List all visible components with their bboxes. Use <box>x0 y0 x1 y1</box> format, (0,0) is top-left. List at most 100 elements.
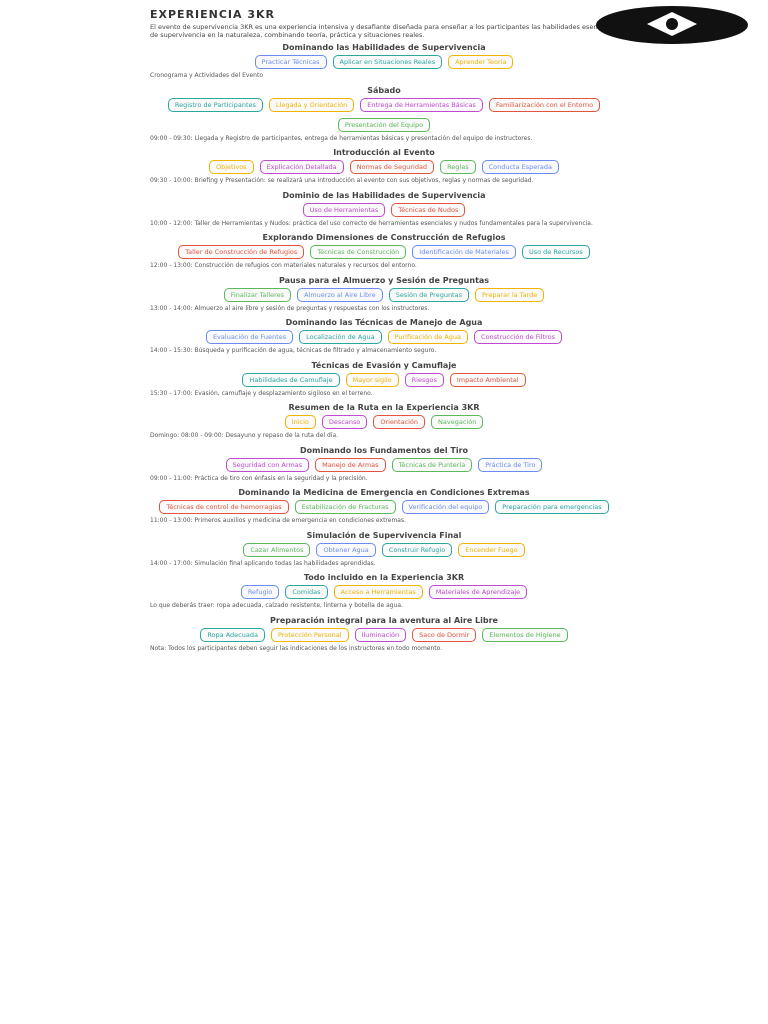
section-title: Pausa para el Almuerzo y Sesión de Pregu… <box>278 275 490 285</box>
item: Acceso a Herramientas <box>333 585 423 599</box>
item: Normas de Seguridad <box>349 160 435 174</box>
item: Obtener Agua <box>316 542 376 557</box>
item: Ropa Adecuada <box>200 627 265 642</box>
item: Técnicas de Nudos <box>391 202 466 217</box>
item: Presentación del Equipo <box>337 117 431 132</box>
section-title: Técnicas de Evasión y Camuflaje <box>311 360 457 370</box>
item: Técnicas de control de hemorragias <box>159 500 289 514</box>
section: Preparación integral para la aventura al… <box>150 616 618 653</box>
item: Preparación para emergencias <box>495 500 609 514</box>
section-text: 13:00 - 14:00: Almuerzo al aire libre y … <box>150 304 430 312</box>
section: Dominando los Fundamentos del Tiro Seguri… <box>150 446 618 483</box>
item: Estabilización de Fracturas <box>294 500 396 514</box>
section-title: Explorando Dimensiones de Construcción d… <box>262 233 506 242</box>
section-text: 10:00 - 12:00: Taller de Herramientas y … <box>150 219 593 227</box>
item: Objetivos <box>208 160 254 174</box>
section-text: 12:00 - 13:00: Construcción de refugios … <box>150 262 417 269</box>
item: Finalizar Talleres <box>223 287 292 302</box>
section: Técnicas de Evasión y Camuflaje Habilidad… <box>150 361 618 398</box>
item-row: Taller de Construcción de Refugios Técnic… <box>150 245 618 259</box>
item: Taller de Construcción de Refugios <box>178 245 305 259</box>
section-title: Resumen de la Ruta en la Experiencia 3KR <box>288 403 480 412</box>
item: Familiarización con el Entorno <box>488 97 601 112</box>
section: Simulación de Supervivencia Final Cazar A… <box>150 531 618 568</box>
item: Comidas <box>285 585 328 599</box>
section-text: 15:30 - 17:00: Evasión, camuflaje y desp… <box>150 389 373 397</box>
section-text: 09:30 - 10:00: Briefing y Presentación: … <box>150 177 534 184</box>
item: Conducta Esperada <box>481 160 560 174</box>
section-title: Dominando los Fundamentos del Tiro <box>299 445 469 455</box>
section-title: Sábado <box>367 85 401 95</box>
item: Descanso <box>321 415 368 429</box>
item: Preparar la Tarde <box>474 287 545 302</box>
title: EXPERIENCIA 3KR <box>150 8 276 21</box>
item: Encender Fuego <box>458 542 525 557</box>
item-row: Finalizar Talleres Almuerzo al Aire Libre… <box>150 287 618 302</box>
item: Llegada y Orientación <box>268 97 355 112</box>
item-row: Cazar Alimentos Obtener Agua Construir Ref… <box>150 542 618 557</box>
section-text: 09:00 - 09:30: Llegada y Registro de par… <box>150 134 533 142</box>
section: Explorando Dimensiones de Construcción d… <box>150 233 618 270</box>
item: Iluminación <box>354 627 407 642</box>
item-row: Registro de Participantes Llegada y Orien… <box>150 97 618 132</box>
item: Orientación <box>373 415 426 429</box>
section: Introducción al Evento Objetivos Explicaci… <box>150 148 618 185</box>
section: Dominando las Habilidades de Supervivenc… <box>150 43 618 80</box>
section-title: Dominando la Medicina de Emergencia en C… <box>238 488 530 497</box>
item: Identificación de Materiales <box>412 245 516 259</box>
item: Uso de Herramientas <box>302 202 386 217</box>
item-row: Uso de Herramientas Técnicas de Nudos <box>150 202 618 217</box>
item: Reglas <box>440 160 476 174</box>
item-row: Habilidades de Camuflaje Mayor sigilo Ries… <box>150 372 618 387</box>
item: Construir Refugio <box>381 542 453 557</box>
item: Practicar Técnicas <box>254 55 327 69</box>
item: Localización de Agua <box>299 330 382 344</box>
item: Aprender Teoría <box>448 55 514 69</box>
item: Almuerzo al Aire Libre <box>297 287 383 302</box>
item: Técnicas de Puntería <box>391 457 473 472</box>
item: Habilidades de Camuflaje <box>242 372 340 387</box>
section-text: Domingo: 08:00 - 09:00: Desayuno y repas… <box>150 432 339 439</box>
sections: Dominando las Habilidades de Supervivenc… <box>150 43 618 652</box>
item: Técnicas de Construcción <box>310 245 407 259</box>
item: Entrega de Herramientas Básicas <box>360 97 483 112</box>
item: Purificación de Agua <box>387 330 469 344</box>
item: Saco de Dormir <box>412 627 477 642</box>
section: Dominio de las Habilidades de Superviven… <box>150 191 618 228</box>
item-row: Técnicas de control de hemorragias Estabi… <box>150 500 618 514</box>
section: Dominando las Técnicas de Manejo de Agua… <box>150 318 618 355</box>
item: Construcción de Filtros <box>474 330 563 344</box>
item: Protección Personal <box>270 627 349 642</box>
section-title: Introducción al Evento <box>333 148 435 157</box>
item: Riesgos <box>404 372 444 387</box>
section-text: 14:00 - 17:00: Simulación final aplicand… <box>150 559 376 567</box>
section-title: Dominando las Habilidades de Supervivenc… <box>282 43 486 52</box>
section-text: Nota: Todos los participantes deben segu… <box>150 644 443 652</box>
item: Aplicar en Situaciones Reales <box>332 55 443 69</box>
item: Explicación Detallada <box>259 160 344 174</box>
item: Mayor sigilo <box>345 372 399 387</box>
logo <box>596 6 748 44</box>
section-text: 11:00 - 13:00: Primeros auxilios y medic… <box>150 517 407 524</box>
item: Uso de Recursos <box>521 245 590 259</box>
item-row: Seguridad con Armas Manejo de Armas Técnic… <box>150 457 618 472</box>
section-text: 09:00 - 11:00: Práctica de tiro con énfa… <box>150 474 368 482</box>
section-text: Lo que deberás traer: ropa adecuada, cal… <box>150 602 403 609</box>
section-text: 14:00 - 15:30: Búsqueda y purificación d… <box>150 347 437 354</box>
item: Sesión de Preguntas <box>388 287 469 302</box>
section: Resumen de la Ruta en la Experiencia 3KR… <box>150 403 618 440</box>
section-title: Dominio de las Habilidades de Superviven… <box>282 190 486 200</box>
section-text: Cronograma y Actividades del Evento <box>150 72 263 79</box>
item-row: Inicio Descanso Orientación Navegación <box>150 415 618 429</box>
item-row: Evaluación de Fuentes Localización de Agu… <box>150 330 618 344</box>
item: Cazar Alimentos <box>243 542 311 557</box>
item-row: Practicar Técnicas Aplicar en Situaciones… <box>150 55 618 69</box>
section-title: Preparación integral para la aventura al… <box>270 615 498 625</box>
item: Impacto Ambiental <box>449 372 526 387</box>
section-title: Simulación de Supervivencia Final <box>306 530 462 540</box>
item: Manejo de Armas <box>315 457 386 472</box>
item: Práctica de Tiro <box>478 457 543 472</box>
item: Navegación <box>431 415 484 429</box>
item: Evaluación de Fuentes <box>205 330 294 344</box>
